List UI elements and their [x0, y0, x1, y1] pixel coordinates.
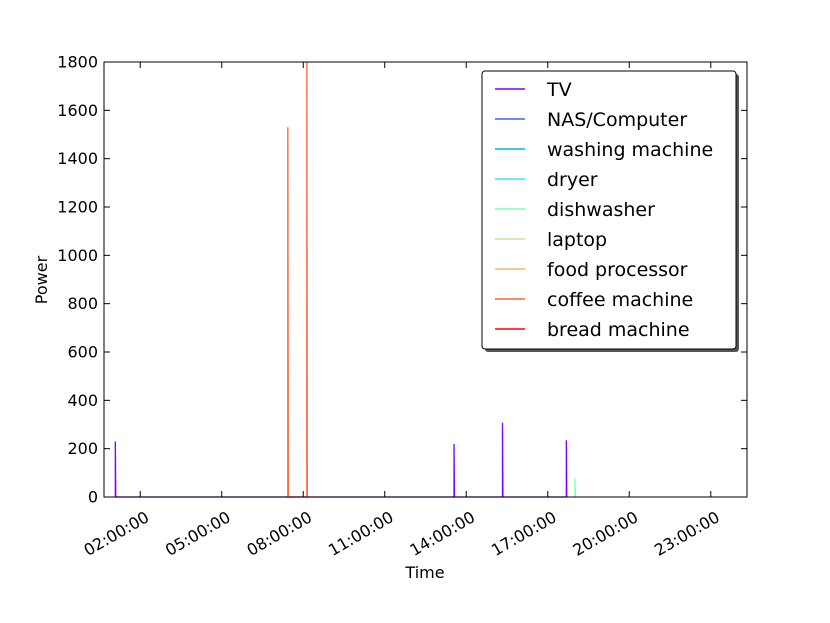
x-tick-label: 20:00:00 — [570, 507, 642, 559]
y-tick-label: 0 — [88, 488, 98, 507]
legend-label: TV — [546, 79, 572, 101]
x-tick-label: 05:00:00 — [162, 507, 234, 559]
x-axis-label: Time — [404, 563, 444, 582]
legend-label: laptop — [547, 229, 607, 251]
legend-label: dishwasher — [547, 199, 655, 221]
y-tick-label: 1200 — [57, 198, 98, 217]
y-axis-label: Power — [32, 255, 51, 304]
legend-label: dryer — [547, 169, 598, 191]
x-tick-label: 23:00:00 — [651, 507, 723, 559]
legend-label: washing machine — [547, 139, 713, 161]
axes-frame — [103, 61, 748, 498]
y-tick-label: 400 — [67, 391, 98, 410]
y-tick-label: 1000 — [57, 246, 98, 265]
y-tick-label: 1400 — [57, 149, 98, 168]
legend-label: bread machine — [547, 319, 690, 341]
legend-label: NAS/Computer — [547, 109, 687, 131]
y-axis-ticks: 0 200 400 600 800 1000 1200 1400 1600 1800 — [57, 53, 747, 507]
x-tick-label: 08:00:00 — [244, 507, 316, 559]
y-tick-label: 600 — [67, 343, 98, 362]
x-tick-label: 14:00:00 — [407, 507, 479, 559]
x-tick-label: 11:00:00 — [325, 507, 397, 559]
x-tick-label: 02:00:00 — [80, 507, 152, 559]
legend-label: food processor — [547, 259, 688, 281]
y-tick-label: 1600 — [57, 101, 98, 120]
y-tick-label: 800 — [67, 294, 98, 313]
legend: TV NAS/Computer washing machine dryer dishwa… — [481, 70, 739, 352]
legend-label: coffee machine — [547, 289, 693, 311]
y-tick-label: 1800 — [57, 53, 98, 72]
x-tick-label: 17:00:00 — [488, 507, 560, 559]
series-line-7 — [287, 61, 308, 498]
y-tick-label: 200 — [67, 439, 98, 458]
series-line-0 — [114, 422, 568, 498]
legend-box — [481, 70, 737, 350]
